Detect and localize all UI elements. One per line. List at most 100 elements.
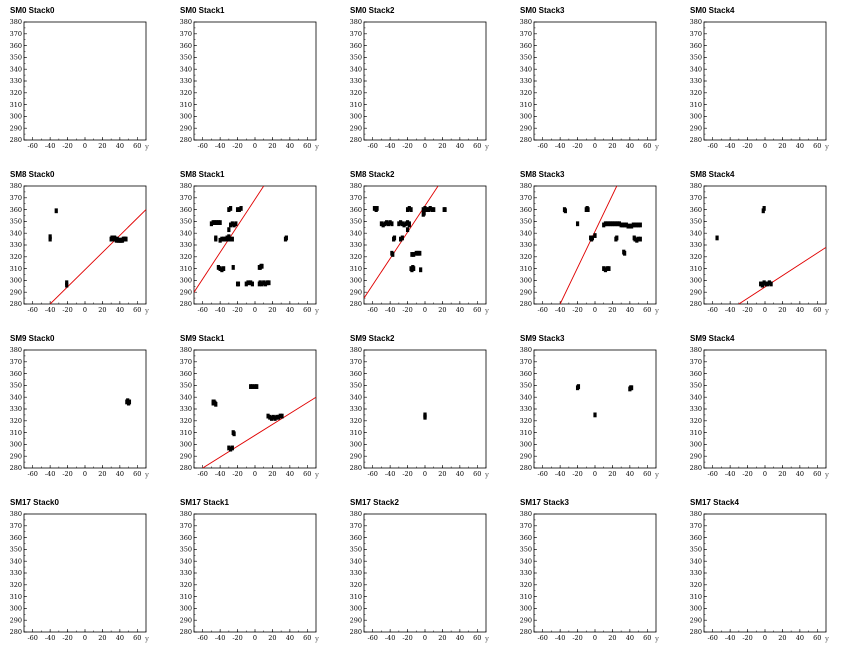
data-point: [235, 207, 240, 212]
x-tick-label: 60: [473, 306, 481, 314]
marks-group: [423, 412, 427, 420]
x-tick-label: -20: [742, 634, 752, 642]
marks-group: [125, 398, 132, 406]
y-tick-label: 310: [10, 101, 22, 109]
y-tick-label: 330: [10, 241, 22, 249]
y-tick-label: 360: [350, 534, 362, 542]
data-point: [715, 235, 719, 241]
y-tick-label: 310: [350, 429, 362, 437]
x-tick-label: -40: [215, 634, 225, 642]
fit-line: [559, 186, 618, 304]
y-tick-label: 330: [350, 405, 362, 413]
x-tick-label: -60: [537, 306, 547, 314]
x-tick-label: 60: [813, 142, 821, 150]
y-tick-label: 280: [520, 136, 532, 144]
x-tick-label: -60: [707, 142, 717, 150]
x-tick-label: -60: [367, 306, 377, 314]
y-tick-label: 310: [690, 101, 702, 109]
x-tick-label: 0: [593, 634, 597, 642]
data-point: [388, 220, 392, 225]
y-tick-label: 370: [690, 30, 702, 38]
data-point: [576, 384, 581, 389]
y-tick-label: 350: [10, 546, 22, 554]
x-tick-label: -20: [742, 470, 752, 478]
y-tick-label: 290: [690, 288, 702, 296]
data-point: [423, 414, 427, 420]
x-tick-label: 20: [98, 142, 106, 150]
y-tick-label: 380: [690, 18, 702, 26]
x-axis-title: y: [314, 307, 319, 315]
data-point: [372, 206, 377, 211]
data-point: [222, 236, 226, 242]
x-tick-label: 40: [796, 142, 804, 150]
data-point: [246, 280, 250, 286]
x-tick-label: 0: [83, 634, 87, 642]
plot-frame: [703, 349, 827, 469]
x-tick-label: -40: [385, 634, 395, 642]
y-tick-label: 360: [690, 206, 702, 214]
y-tick-label: 280: [10, 628, 22, 636]
y-tick-label: 320: [180, 253, 192, 261]
panel-title: SM17 Stack1: [180, 498, 229, 507]
y-tick-label: 300: [520, 113, 532, 121]
data-point: [386, 221, 390, 227]
panel-title: SM0 Stack1: [180, 6, 225, 15]
plot-frame: [533, 513, 657, 633]
plot-frame: [193, 513, 317, 633]
data-point: [215, 220, 219, 225]
y-tick-label: 290: [520, 288, 532, 296]
data-point: [253, 384, 257, 389]
x-tick-label: -20: [402, 142, 412, 150]
marks-group: [575, 384, 634, 418]
panel-title: SM8 Stack4: [690, 170, 735, 179]
panel-title: SM0 Stack3: [520, 6, 565, 15]
x-tick-label: -40: [725, 470, 735, 478]
x-tick-label: -40: [215, 306, 225, 314]
data-point: [624, 222, 628, 228]
data-point: [630, 385, 634, 391]
y-tick-label: 290: [520, 616, 532, 624]
plot-frame: [533, 21, 657, 141]
x-axis-title: y: [144, 471, 149, 479]
x-tick-label: 20: [438, 634, 446, 642]
data-point: [405, 220, 410, 225]
data-point: [619, 222, 623, 228]
x-tick-label: 60: [303, 634, 311, 642]
y-tick-label: 360: [180, 206, 192, 214]
y-tick-label: 310: [520, 593, 532, 601]
y-tick-label: 380: [10, 182, 22, 190]
plot-frame: [23, 185, 147, 305]
y-tick-label: 320: [690, 89, 702, 97]
data-point: [213, 220, 217, 225]
x-tick-label: -60: [707, 470, 717, 478]
y-tick-label: 290: [520, 452, 532, 460]
data-point: [422, 210, 426, 216]
data-point: [400, 221, 404, 227]
panel-title: SM17 Stack4: [690, 498, 739, 507]
plot-panel: SM17 Stack1 280 290 300 310 320 330 340 350 360 37…: [170, 492, 340, 656]
y-tick-label: 310: [180, 429, 192, 437]
data-point: [412, 252, 416, 257]
y-tick-label: 370: [350, 522, 362, 530]
data-point: [617, 221, 621, 227]
x-tick-label: 20: [778, 142, 786, 150]
y-tick-label: 280: [180, 628, 192, 636]
data-point: [633, 236, 637, 242]
data-point: [229, 206, 233, 211]
y-tick-label: 280: [180, 136, 192, 144]
data-point: [630, 223, 634, 229]
plot-frame: [363, 349, 487, 469]
y-tick-label: 380: [520, 182, 532, 190]
y-tick-label: 350: [10, 382, 22, 390]
y-tick-label: 300: [10, 441, 22, 449]
data-point: [636, 236, 641, 242]
x-tick-label: 0: [423, 306, 427, 314]
x-tick-label: -40: [555, 470, 565, 478]
x-tick-label: -40: [45, 470, 55, 478]
data-point: [211, 220, 215, 225]
data-point: [231, 265, 235, 270]
x-tick-label: -20: [232, 142, 242, 150]
data-point: [230, 236, 234, 242]
y-tick-label: 350: [520, 54, 532, 62]
y-tick-label: 370: [10, 30, 22, 38]
